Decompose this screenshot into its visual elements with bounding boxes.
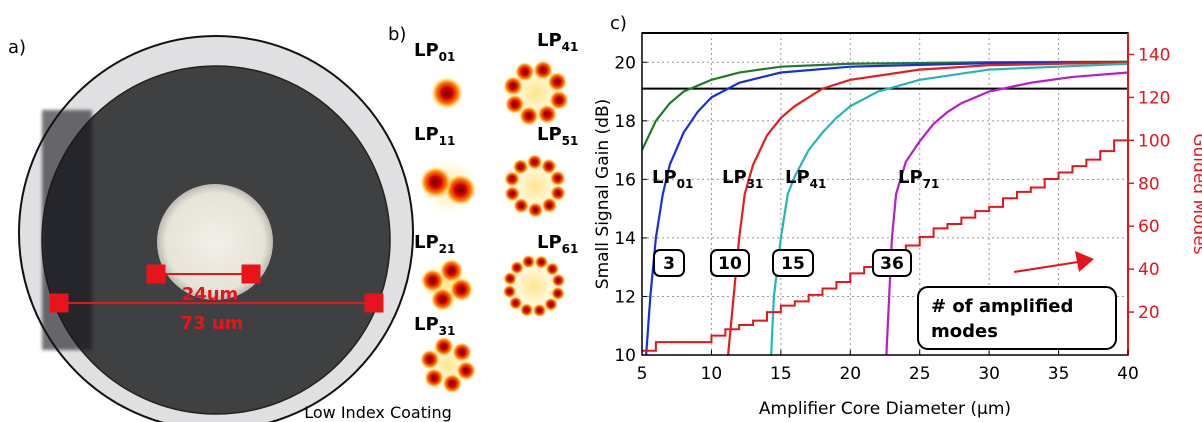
x-tick-label: 10 <box>701 364 723 384</box>
series-gain-lp51 <box>770 62 1128 355</box>
annotation-mode-lp41: LP41 <box>785 167 826 191</box>
annotation-count-lp71: 36 <box>872 249 912 277</box>
x-tick-label: 15 <box>770 364 792 384</box>
panel-a: a) 24um 73 um Low Index Coating <box>8 35 452 422</box>
mode-pattern-lp41 <box>502 59 570 127</box>
mode-pattern-lp31 <box>419 336 477 394</box>
mode-label-lp31: LP31 <box>414 314 455 338</box>
legend-line-2: modes <box>931 321 998 342</box>
y-tick-label: 12 <box>614 287 636 307</box>
annotation-count-lp01: 3 <box>653 249 685 277</box>
x-tick-label: 25 <box>909 364 931 384</box>
mode-label-lp11: LP11 <box>414 124 455 148</box>
y-tick-label: 18 <box>614 112 636 132</box>
svg-text:36: 36 <box>880 254 904 274</box>
x-tick-label: 30 <box>978 364 1000 384</box>
mode-pattern-lp01 <box>427 73 467 113</box>
svg-text:3: 3 <box>663 254 675 274</box>
mode-label-lp51: LP51 <box>537 124 578 148</box>
mode-pattern-lp21 <box>420 258 474 312</box>
series-gain-lp41 <box>726 61 1128 355</box>
mode-label-lp21: LP21 <box>414 232 455 256</box>
y-axis-label: Small Signal Gain (dB) <box>593 99 613 289</box>
y2-axis-ticks: 20 40 60 80 100 120 140 <box>1128 45 1170 323</box>
x-tick-label: 5 <box>637 364 648 384</box>
annotation-count-lp31: 10 <box>710 249 750 277</box>
panel-b: b) LP01 LP11 LP21 LP31 LP41 LP51 LP61 <box>388 24 578 394</box>
annotation-mode-lp71: LP71 <box>898 167 939 191</box>
outer-dimension-label: 73 um <box>181 313 244 334</box>
coating-label: Low Index Coating <box>304 403 452 422</box>
panel-b-label: b) <box>388 24 406 45</box>
panel-c-label: c) <box>610 13 627 34</box>
y2-tick-label: 80 <box>1138 174 1160 194</box>
mode-label-lp41: LP41 <box>537 30 578 54</box>
annotation-count-lp41: 15 <box>772 249 814 277</box>
legend-box: # of amplified modes <box>917 286 1117 350</box>
svg-text:15: 15 <box>781 254 805 274</box>
x-tick-label: 20 <box>839 364 861 384</box>
amplified-modes-arrow <box>1013 251 1094 273</box>
y2-tick-label: 120 <box>1138 88 1170 108</box>
x-tick-label: 40 <box>1117 364 1139 384</box>
panel-a-label: a) <box>8 37 26 58</box>
inner-dimension-marker <box>146 264 261 284</box>
legend-line-1: # of amplified <box>931 296 1073 317</box>
fiber-shadow-left <box>42 110 92 350</box>
series-gain-lp01 <box>642 60 1128 151</box>
y-tick-label: 20 <box>614 53 636 73</box>
y2-axis-label: Guided Modes <box>1189 133 1202 254</box>
outer-dimension-marker <box>49 293 384 313</box>
annotation-mode-lp01: LP01 <box>652 167 693 191</box>
y-tick-label: 16 <box>614 170 636 190</box>
mode-pattern-lp11 <box>419 157 477 215</box>
annotation-mode-lp31: LP31 <box>722 167 763 191</box>
mode-pattern-lp61 <box>502 254 566 318</box>
x-axis-ticks: 5 10 15 20 25 30 35 40 <box>637 350 1139 384</box>
svg-text:10: 10 <box>718 254 742 274</box>
series-gain-lp71 <box>885 71 1128 355</box>
mode-label-lp61: LP61 <box>537 232 578 256</box>
y-tick-label: 10 <box>614 346 636 366</box>
y2-tick-label: 40 <box>1138 260 1160 280</box>
y2-tick-label: 60 <box>1138 217 1160 237</box>
y2-tick-label: 140 <box>1138 45 1170 65</box>
mode-pattern-lp51 <box>503 154 567 218</box>
inner-dimension-label: 24um <box>182 284 239 305</box>
series-gain-lp31 <box>645 61 1128 355</box>
y2-tick-label: 20 <box>1138 303 1160 323</box>
x-tick-label: 35 <box>1048 364 1070 384</box>
y-axis-ticks: 10 12 14 16 18 20 <box>614 53 647 366</box>
y-tick-label: 14 <box>614 229 636 249</box>
y2-tick-label: 100 <box>1138 131 1170 151</box>
x-axis-label: Amplifier Core Diameter (μm) <box>759 399 1011 419</box>
mode-label-lp01: LP01 <box>414 40 455 64</box>
